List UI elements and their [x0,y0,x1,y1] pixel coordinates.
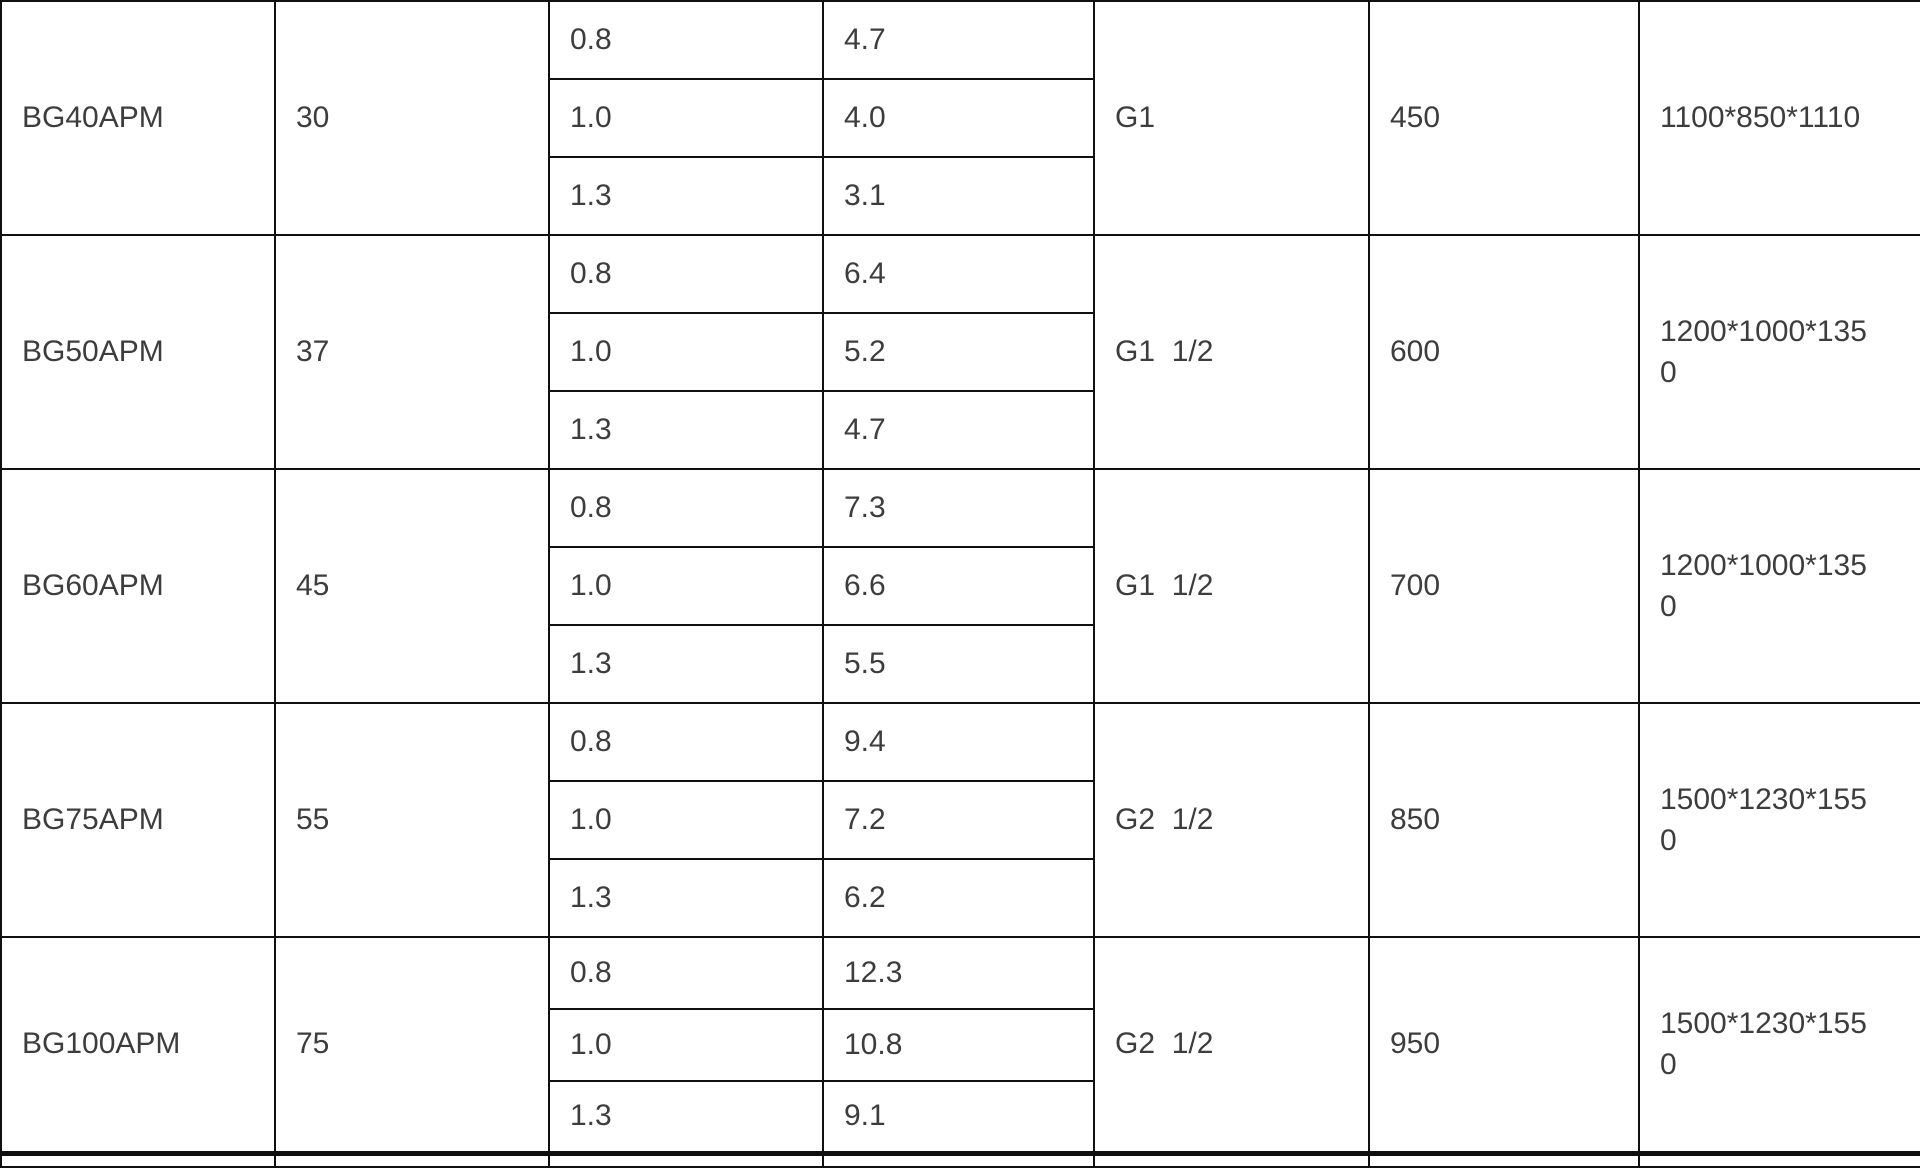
cell-capacity: 4.7 [822,0,1095,80]
cell-model: BG100APM [0,936,276,1154]
cell-dimensions: 1200*1000*1350 [1638,234,1920,470]
cell-capacity: 9.1 [822,1080,1095,1154]
spec-row: 1.0 6.6 [1,546,1920,626]
cell-pressure: 1.3 [548,858,824,938]
cell-capacity: 7.2 [822,780,1095,860]
dimensions-text: 1100*850*1110 [1660,101,1861,135]
cell-empty [822,1150,1095,1168]
cell-pressure: 1.3 [548,390,824,470]
spec-row: 1.3 5.5 [1,624,1920,704]
spec-row: 1.0 7.2 [1,780,1920,860]
cell-capacity: 4.7 [822,390,1095,470]
dimensions-text: 1200*1000*1350 [1660,314,1867,389]
cell-weight: 450 [1368,0,1640,236]
spec-row: BG40APM 30 0.8 4.7 G1 450 1100*850*1110 [0,0,1920,236]
cell-power: 30 [274,0,550,236]
cell-pressure: 1.0 [548,312,824,392]
cell-capacity: 6.6 [822,546,1095,626]
spec-row: 1.3 9.1 [1,1080,1920,1154]
cell-pressure: 0.8 [548,468,824,548]
dimensions-text: 1200*1000*1350 [1660,548,1867,623]
spec-row: BG50APM 37 0.8 6.4 G1 1/2 600 1200*1000*1350 [0,234,1920,470]
cell-capacity: 7.3 [822,468,1095,548]
cell-pressure: 1.3 [548,156,824,236]
cell-weight: 850 [1368,702,1640,938]
partial-bottom-row [0,1150,1920,1168]
cell-dimensions: 1500*1230*1550 [1638,936,1920,1154]
cell-pressure: 0.8 [548,936,824,1010]
cell-pressure: 1.3 [548,624,824,704]
cell-empty [548,1150,824,1168]
cell-power: 75 [274,936,550,1154]
spec-row: 1.3 4.7 [1,390,1920,470]
cell-capacity: 6.2 [822,858,1095,938]
cell-pressure: 1.0 [548,546,824,626]
cell-capacity: 5.2 [822,312,1095,392]
cell-dimensions: 1500*1230*1550 [1638,702,1920,938]
cell-outlet: G1 1/2 [1093,468,1370,704]
cell-capacity: 3.1 [822,156,1095,236]
cell-pressure: 0.8 [548,702,824,782]
cell-empty [1368,1150,1640,1168]
spec-row: BG75APM 55 0.8 9.4 G2 1/2 850 1500*1230*1550 [0,702,1920,938]
cell-pressure: 1.0 [548,1008,824,1082]
cell-model: BG40APM [0,0,276,236]
spec-row: BG60APM 45 0.8 7.3 G1 1/2 700 1200*1000*1350 [0,468,1920,704]
dimensions-text: 1500*1230*1550 [1660,1006,1867,1082]
cell-model: BG60APM [0,468,276,704]
spec-row: 1.0 10.8 [1,1008,1920,1082]
cell-capacity: 4.0 [822,78,1095,158]
cell-capacity: 6.4 [822,234,1095,314]
cell-outlet: G1 [1093,0,1370,236]
cell-dimensions: 1200*1000*1350 [1638,468,1920,704]
dimensions-text: 1500*1230*1550 [1660,782,1867,857]
cell-pressure: 1.0 [548,780,824,860]
cell-outlet: G2 1/2 [1093,936,1370,1154]
spec-row: 1.0 5.2 [1,312,1920,392]
spec-row: 1.3 3.1 [1,156,1920,236]
spec-row: 1.3 6.2 [1,858,1920,938]
cell-capacity: 12.3 [822,936,1095,1010]
spec-row: BG100APM 75 0.8 12.3 G2 1/2 950 1500*1230*1550 [0,936,1920,1154]
cell-model: BG50APM [0,234,276,470]
cell-outlet: G1 1/2 [1093,234,1370,470]
cell-model: BG75APM [0,702,276,938]
cell-weight: 950 [1368,936,1640,1154]
cell-power: 55 [274,702,550,938]
cell-capacity: 5.5 [822,624,1095,704]
cell-empty [1638,1150,1920,1168]
cell-pressure: 1.0 [548,78,824,158]
cell-dimensions: 1100*850*1110 [1638,0,1920,236]
cell-empty [1093,1150,1370,1168]
cell-power: 37 [274,234,550,470]
spec-row: 1.0 4.0 [1,78,1920,158]
cell-weight: 700 [1368,468,1640,704]
cell-pressure: 1.3 [548,1080,824,1154]
cell-empty [0,1150,276,1168]
cell-capacity: 10.8 [822,1008,1095,1082]
cell-weight: 600 [1368,234,1640,470]
cell-empty [274,1150,550,1168]
cell-pressure: 0.8 [548,0,824,80]
cell-outlet: G2 1/2 [1093,702,1370,938]
cell-capacity: 9.4 [822,702,1095,782]
cell-power: 45 [274,468,550,704]
cell-pressure: 0.8 [548,234,824,314]
